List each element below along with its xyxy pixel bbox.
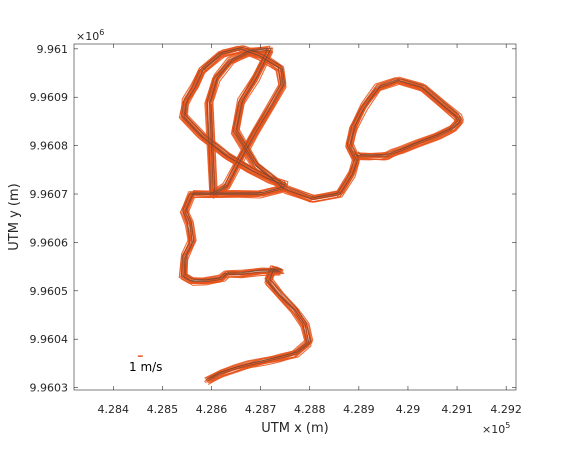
velocity-trace bbox=[180, 45, 458, 379]
axes-background bbox=[74, 44, 516, 390]
y-tick-label: 9.961 bbox=[37, 43, 69, 56]
x-ticks: 4.284 4.285 4.286 4.287 4.288 4.289 4.29 4.291 4… bbox=[98, 44, 522, 416]
x-tick-label: 4.291 bbox=[441, 403, 473, 416]
x-tick-label: 4.286 bbox=[196, 403, 228, 416]
x-tick-label: 4.284 bbox=[98, 403, 130, 416]
legend-label: 1 m/s bbox=[129, 360, 162, 374]
axes-box bbox=[73, 43, 517, 391]
y-tick-label: 9.9607 bbox=[30, 188, 69, 201]
x-tick-label: 4.289 bbox=[343, 403, 375, 416]
x-tick-label: 4.292 bbox=[490, 403, 522, 416]
x-axis-label: UTM x (m) bbox=[261, 421, 328, 436]
velocity-trace bbox=[178, 49, 457, 383]
track-line bbox=[184, 46, 462, 379]
x-exponent-label: ×105 bbox=[482, 421, 510, 436]
x-tick-label: 4.285 bbox=[147, 403, 179, 416]
y-tick-label: 9.9605 bbox=[30, 285, 69, 298]
track-lines bbox=[178, 45, 464, 385]
y-ticks: 9.9603 9.9604 9.9605 9.9606 9.9607 9.9608 9.96… bbox=[30, 43, 516, 395]
y-tick-label: 9.9608 bbox=[30, 140, 69, 153]
y-tick-label: 9.9606 bbox=[30, 236, 69, 249]
x-tick-label: 4.287 bbox=[245, 403, 277, 416]
y-exponent-label: ×106 bbox=[76, 28, 104, 43]
y-axis-label: UTM y (m) bbox=[7, 183, 22, 250]
x-tick-label: 4.29 bbox=[396, 403, 421, 416]
y-tick-label: 9.9609 bbox=[30, 91, 69, 104]
y-tick-label: 9.9603 bbox=[30, 382, 69, 395]
track-line bbox=[181, 47, 459, 381]
y-tick-label: 9.9604 bbox=[30, 333, 69, 346]
axes bbox=[73, 43, 517, 391]
x-tick-label: 4.288 bbox=[294, 403, 326, 416]
